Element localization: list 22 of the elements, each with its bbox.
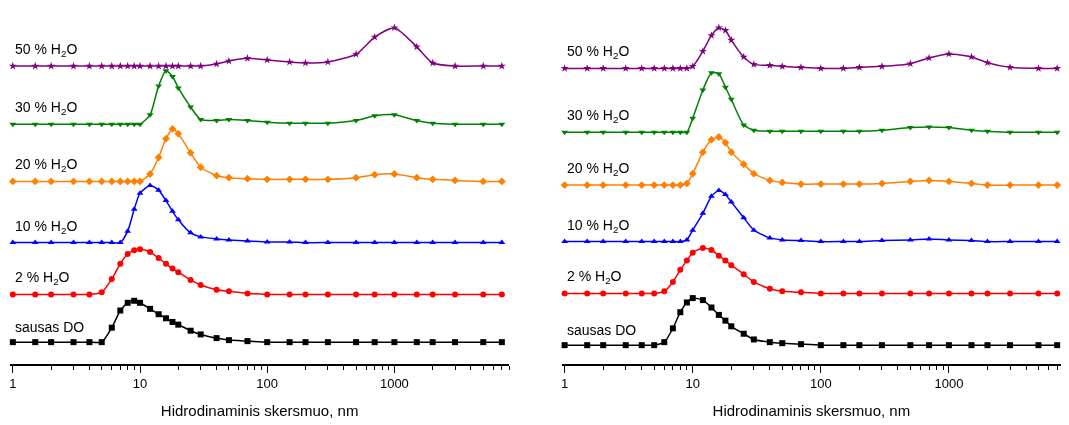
series-label: 10 % H$_{2}$O: [567, 217, 630, 235]
series-label: 20 % H$_{2}$O: [15, 156, 78, 174]
series-label: sausas DO: [567, 322, 637, 338]
x-tick-label: 10: [685, 376, 700, 392]
series-label: 50 % H$_{2}$O: [15, 41, 78, 59]
x-tick-label: 1: [561, 376, 569, 392]
series-label: 30 % H$_{2}$O: [567, 107, 630, 125]
x-axis-title: Hidrodinaminis skersmuo, nm: [712, 401, 911, 419]
x-tick-label: 100: [256, 376, 279, 392]
series-label: 10 % H$_{2}$O: [15, 218, 78, 236]
series-label: 30 % H$_{2}$O: [15, 99, 78, 117]
x-tick-label: 100: [809, 376, 832, 392]
x-tick-label: 1000: [379, 376, 409, 392]
series-label: 20 % H$_{2}$O: [567, 160, 630, 178]
x-tick-label: 1: [9, 376, 17, 392]
series-label: 50 % H$_{2}$O: [567, 43, 630, 61]
x-tick-label: 10: [132, 376, 148, 392]
series-label: sausas DO: [15, 319, 85, 335]
x-tick-label: 1000: [934, 376, 964, 392]
series-label: 2 % H$_{2}$O: [15, 269, 70, 287]
x-axis-title: Hidrodinaminis skersmuo, nm: [160, 401, 359, 419]
series-label: 2 % H$_{2}$O: [567, 268, 622, 286]
